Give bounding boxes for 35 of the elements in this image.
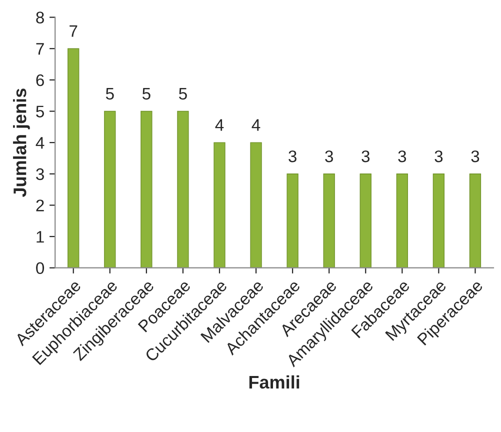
y-tick-label: 1 [36, 231, 44, 243]
y-axis-title: Jumlah jenis [13, 88, 30, 197]
bar [68, 48, 80, 268]
bar [214, 142, 226, 268]
bar [140, 110, 152, 268]
y-tick-label: 5 [36, 106, 44, 118]
bar [250, 142, 262, 268]
bar [396, 174, 408, 268]
y-tick-label: 2 [36, 200, 44, 212]
data-label: 4 [215, 119, 224, 131]
bar [104, 110, 116, 268]
bar [469, 174, 482, 268]
data-label: 3 [325, 150, 333, 162]
data-label: 3 [288, 150, 296, 162]
bar [286, 174, 298, 268]
data-label: 5 [106, 88, 114, 100]
data-label: 7 [70, 25, 78, 37]
y-tick-label: 6 [36, 74, 44, 86]
data-label: 5 [179, 88, 187, 100]
y-tick-label: 7 [36, 43, 44, 55]
data-label: 3 [362, 150, 370, 162]
bar [177, 110, 189, 268]
bar [432, 174, 445, 268]
bar [360, 174, 372, 268]
data-label: 3 [398, 150, 406, 162]
data-label: 3 [434, 150, 443, 162]
bar [323, 174, 335, 268]
x-axis-title: Famili [249, 375, 300, 389]
data-label: 3 [471, 150, 480, 162]
y-tick-label: 0 [36, 262, 44, 274]
y-tick-label: 8 [36, 12, 44, 24]
data-label: 4 [252, 119, 260, 131]
y-tick-label: 3 [36, 168, 44, 180]
y-tick-label: 4 [36, 137, 44, 149]
data-label: 5 [142, 88, 150, 100]
